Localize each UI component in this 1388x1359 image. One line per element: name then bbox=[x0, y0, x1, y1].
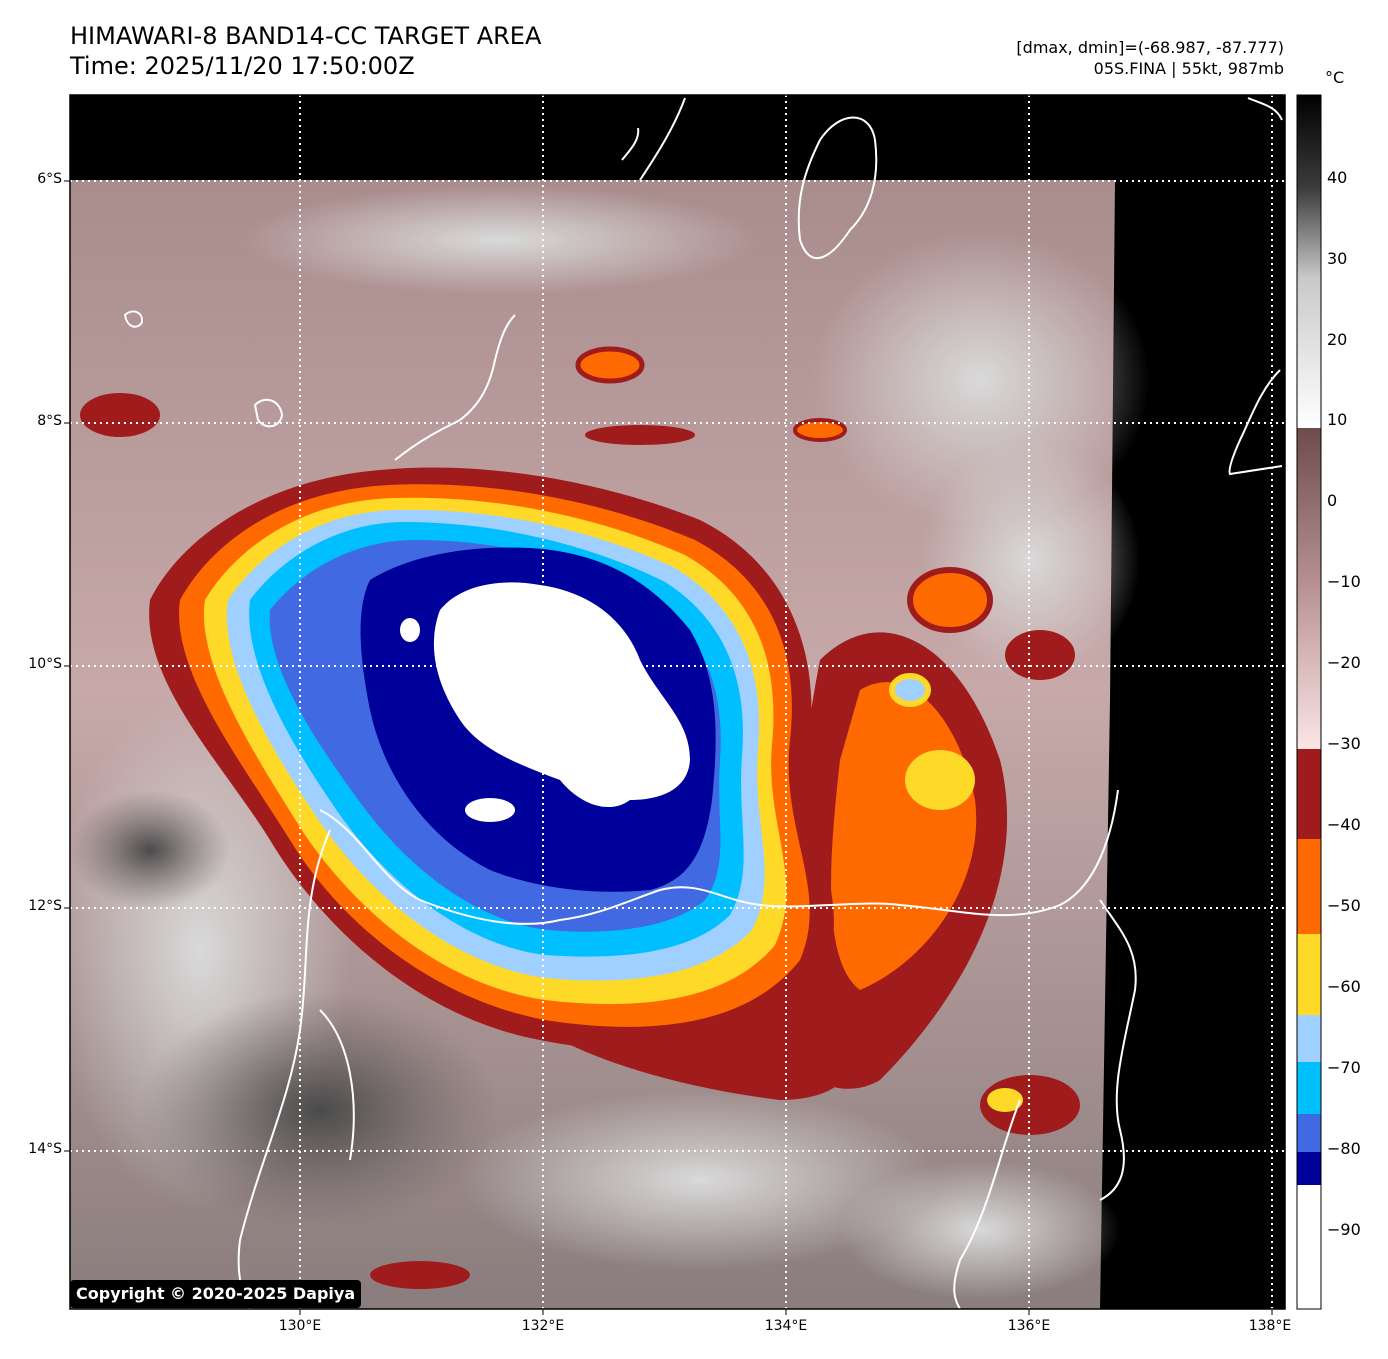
convective-patch bbox=[907, 567, 993, 633]
overshooting-top bbox=[433, 582, 690, 808]
colorbar bbox=[1296, 94, 1322, 1310]
convective-patch bbox=[575, 346, 645, 384]
lat-label: 6°S bbox=[37, 171, 62, 187]
colorbar-lightblue-segment bbox=[1297, 1015, 1321, 1062]
colorbar-tick: 20 bbox=[1327, 330, 1348, 349]
colorbar-tick: 40 bbox=[1327, 168, 1348, 187]
island-coast bbox=[253, 398, 284, 428]
colorbar-tick: 10 bbox=[1327, 410, 1348, 429]
lat-label: 8°S bbox=[37, 413, 62, 429]
colorbar-gray-segment bbox=[1297, 95, 1321, 428]
convective-patch bbox=[987, 1088, 1023, 1112]
island-coast bbox=[1228, 369, 1283, 476]
lon-label: 138°E bbox=[1248, 1318, 1292, 1334]
colorbar-cyan-segment bbox=[1297, 1062, 1321, 1114]
coastlines bbox=[123, 97, 1283, 1309]
island-coast bbox=[1247, 97, 1283, 121]
temperature-range-label: [dmax, dmin]=(-68.987, -87.777) bbox=[1016, 38, 1284, 57]
colorbar-tick: −40 bbox=[1327, 815, 1361, 834]
colorbar-orange-segment bbox=[1297, 839, 1321, 934]
island-coast bbox=[123, 310, 144, 328]
lat-label: 14°S bbox=[28, 1141, 62, 1157]
gray-cloud-patch bbox=[840, 1160, 1120, 1300]
lat-label: 10°S bbox=[28, 656, 62, 672]
plot-frame bbox=[69, 94, 1286, 1310]
colorbar-tick: −70 bbox=[1327, 1058, 1361, 1077]
australia-north-coast bbox=[319, 789, 1119, 925]
copyright-badge: Copyright © 2020-2025 Dapiya bbox=[70, 1280, 362, 1308]
chart-title: HIMAWARI-8 BAND14-CC TARGET AREA bbox=[70, 22, 542, 50]
coastline-segment bbox=[237, 829, 331, 1309]
convective-patch bbox=[80, 393, 160, 437]
rainband-yellow bbox=[905, 750, 975, 810]
colorbar-brown-segment bbox=[1297, 428, 1321, 749]
convective-patch bbox=[1005, 630, 1075, 680]
colorbar-red-segment bbox=[1297, 749, 1321, 839]
lat-label: 12°S bbox=[28, 898, 62, 914]
colorbar-tick: 0 bbox=[1327, 491, 1338, 510]
dark-cloud-patch bbox=[140, 990, 500, 1230]
island-coast bbox=[621, 127, 640, 161]
convective-patch bbox=[793, 418, 847, 442]
colorbar-tick: −10 bbox=[1327, 572, 1361, 591]
colorbar-navy-segment bbox=[1297, 1152, 1321, 1185]
colorbar-unit: °C bbox=[1325, 68, 1345, 87]
colorbar-white-segment bbox=[1297, 1185, 1321, 1309]
coastline-segment bbox=[953, 1099, 1021, 1309]
satellite-imagery bbox=[70, 95, 1285, 1309]
colorbar-tick: −50 bbox=[1327, 896, 1361, 915]
convective-patch bbox=[585, 425, 695, 445]
colorbar-tick: −90 bbox=[1327, 1220, 1361, 1239]
convective-patch bbox=[370, 1261, 470, 1289]
colorbar-royalblue-segment bbox=[1297, 1114, 1321, 1152]
colorbar-tick: −30 bbox=[1327, 734, 1361, 753]
storm-info-label: 05S.FINA | 55kt, 987mb bbox=[1093, 59, 1284, 78]
colorbar-tick: −80 bbox=[1327, 1139, 1361, 1158]
coastline-segment bbox=[319, 1009, 355, 1161]
gray-cloud-patch bbox=[240, 185, 760, 295]
cold-cloud-fragment bbox=[465, 798, 515, 822]
island-coast bbox=[639, 97, 686, 181]
island-coast bbox=[797, 116, 878, 260]
colorbar-yellow-segment bbox=[1297, 934, 1321, 1015]
dark-cloud-patch bbox=[70, 790, 230, 910]
colorbar-frame bbox=[1296, 94, 1322, 1310]
axis-ticks bbox=[64, 180, 1273, 1315]
coastline-segment bbox=[1099, 899, 1137, 1201]
colorbar-tick: −20 bbox=[1327, 653, 1361, 672]
lon-label: 130°E bbox=[278, 1318, 322, 1334]
colorbar-tick: −60 bbox=[1327, 977, 1361, 996]
gray-cloud-patch bbox=[460, 1090, 940, 1270]
lat-lon-grid bbox=[70, 95, 1285, 1309]
lon-label: 134°E bbox=[764, 1318, 808, 1334]
lon-label: 136°E bbox=[1007, 1318, 1051, 1334]
rainband-core bbox=[889, 673, 931, 707]
island-coast bbox=[394, 314, 516, 461]
colorbar-tick: 30 bbox=[1327, 249, 1348, 268]
cold-cloud-fragment bbox=[400, 618, 420, 642]
chart-timestamp: Time: 2025/11/20 17:50:00Z bbox=[70, 52, 415, 80]
lon-label: 132°E bbox=[521, 1318, 565, 1334]
